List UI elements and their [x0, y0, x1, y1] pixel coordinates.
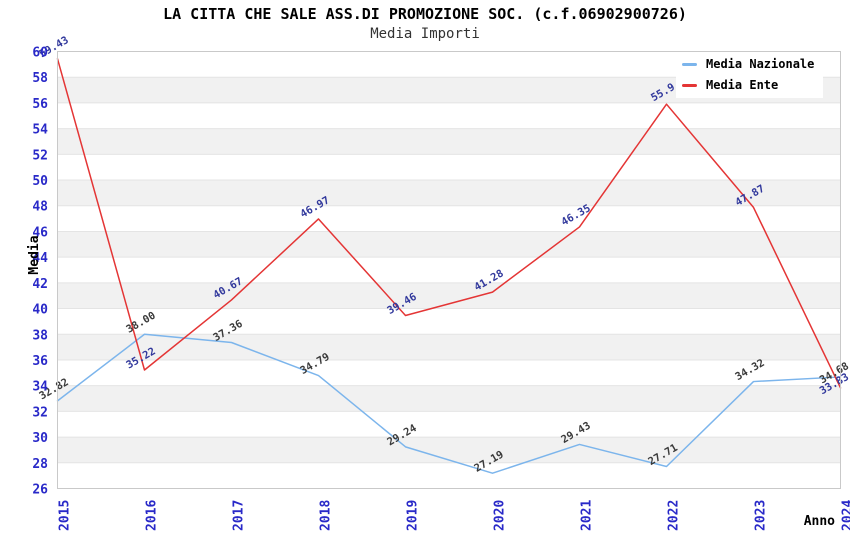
y-tick-label: 28 [32, 457, 48, 472]
x-tick-label: 2021 [580, 500, 595, 531]
grid-lines [57, 76, 841, 464]
plot-border [57, 51, 841, 489]
legend-line-icon-media-ente [682, 83, 697, 87]
y-tick-label: 32 [32, 405, 48, 420]
y-tick-label: 40 [32, 303, 48, 318]
y-tick-label: 50 [32, 174, 48, 189]
plot-band [57, 282, 841, 309]
x-tick-label: 2023 [754, 500, 769, 531]
x-tick-label: 2024 [841, 500, 850, 531]
y-tick-label: 44 [32, 251, 48, 266]
plot-band [57, 231, 841, 258]
legend-label: Media Nazionale [706, 57, 815, 71]
x-tick-label: 2015 [58, 500, 73, 531]
legend-item-media-nazionale[interactable]: Media Nazionale [682, 57, 814, 71]
x-tick-label: 2017 [232, 500, 247, 531]
plot-band [57, 437, 841, 463]
chart-title: LA CITTA CHE SALE ASS.DI PROMOZIONE SOC.… [163, 5, 687, 23]
x-tick-label: 2018 [319, 500, 334, 531]
plot-band [57, 385, 841, 412]
y-tick-label: 36 [32, 354, 48, 369]
series-path[interactable] [56, 333, 842, 474]
y-axis-title: Media [27, 235, 42, 274]
x-tick-label: 2020 [493, 500, 508, 531]
series-line-media-nazionale [56, 333, 842, 474]
y-tick-label: 38 [32, 328, 48, 343]
legend-item-media-ente[interactable]: Media Ente [682, 78, 814, 92]
x-tick-label: 2016 [145, 500, 160, 531]
y-tick-label: 26 [32, 483, 48, 498]
legend-line-icon-media-nazionale [682, 62, 697, 66]
y-tick-label: 42 [32, 277, 48, 292]
y-tick-label: 34 [32, 380, 48, 395]
y-tick-label: 58 [32, 71, 48, 86]
plot-band [57, 334, 841, 360]
series-path[interactable] [56, 58, 842, 389]
series-line-media-ente [56, 58, 842, 389]
plot-bands [57, 77, 841, 463]
y-tick-label: 30 [32, 431, 48, 446]
y-tick-label: 56 [32, 97, 48, 112]
y-tick-label: 46 [32, 225, 48, 240]
x-axis-title: Anno [804, 514, 835, 529]
chart-subtitle: Media Importi [370, 26, 480, 42]
plot-band [57, 128, 841, 155]
y-tick-label: 60 [32, 46, 48, 61]
y-tick-label: 52 [32, 148, 48, 163]
legend: Media Nazionale Media Ente [676, 52, 824, 98]
legend-label: Media Ente [706, 78, 779, 92]
data-label: 34.32 [733, 357, 766, 383]
y-tick-label: 54 [32, 123, 48, 138]
plot-band [57, 180, 841, 206]
x-axis-labels: 2015 2016 2017 2018 2019 2020 2021 2022 2023 2024 [58, 500, 850, 531]
y-tick-label: 48 [32, 200, 48, 215]
x-tick-label: 2019 [406, 500, 421, 531]
y-axis-labels: 60 58 56 54 52 50 48 46 44 42 40 38 36 34 32 30 28 26 [32, 46, 48, 498]
x-tick-label: 2022 [667, 500, 682, 531]
